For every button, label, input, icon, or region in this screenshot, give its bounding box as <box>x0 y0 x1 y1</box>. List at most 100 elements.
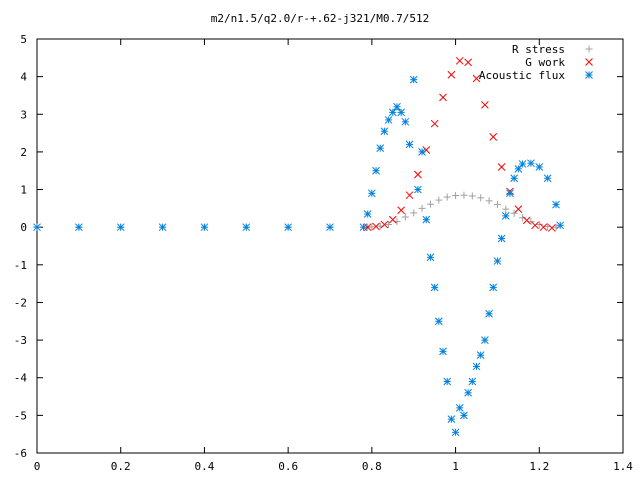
y-tick-label: 5 <box>20 33 27 46</box>
data-point <box>539 223 548 232</box>
marker-stroke <box>510 174 519 183</box>
marker-stroke <box>422 215 431 224</box>
data-point <box>485 309 493 318</box>
data-point <box>200 223 209 232</box>
marker-stroke <box>388 215 397 224</box>
data-point <box>380 127 389 136</box>
x-tick-label: 0.4 <box>194 460 214 473</box>
marker-stroke <box>434 317 443 326</box>
data-point <box>359 223 368 232</box>
marker-stroke <box>493 257 502 265</box>
legend-label: R stress <box>512 43 565 56</box>
marker-stroke <box>485 309 493 318</box>
marker-stroke <box>439 347 447 356</box>
marker-stroke <box>33 223 41 232</box>
marker-stroke <box>539 223 548 232</box>
data-point <box>452 192 460 200</box>
data-point <box>535 163 544 171</box>
data-point <box>481 101 489 109</box>
data-point <box>472 74 481 83</box>
data-point <box>414 185 422 194</box>
data-point <box>481 336 489 344</box>
marker-stroke <box>158 223 167 232</box>
marker-stroke <box>481 336 489 344</box>
marker-stroke <box>447 70 456 79</box>
data-point <box>519 214 527 222</box>
plot-frame <box>36 38 624 454</box>
data-point <box>418 204 426 212</box>
data-point <box>439 347 447 356</box>
data-point <box>33 223 41 232</box>
legend-marker <box>585 71 593 79</box>
marker-stroke <box>506 189 514 198</box>
marker-stroke <box>405 140 414 149</box>
marker-stroke <box>552 200 560 209</box>
series <box>33 56 565 437</box>
marker-stroke <box>388 108 397 117</box>
marker-stroke <box>116 223 125 232</box>
data-point <box>376 144 385 152</box>
marker-stroke <box>455 56 464 65</box>
data-point <box>368 223 376 231</box>
data-point <box>451 428 460 437</box>
marker-stroke <box>242 223 251 232</box>
data-point <box>372 166 380 175</box>
data-point <box>393 102 401 111</box>
data-point <box>426 200 434 208</box>
data-point <box>535 221 543 229</box>
data-point <box>527 159 535 168</box>
data-point <box>477 194 485 202</box>
marker-stroke <box>489 133 498 141</box>
data-point <box>363 210 372 218</box>
data-point <box>443 377 452 386</box>
data-point <box>242 223 251 232</box>
data-point <box>397 108 406 117</box>
marker-stroke <box>476 351 485 359</box>
marker-stroke <box>489 283 498 292</box>
data-point <box>385 221 393 229</box>
data-point <box>489 283 498 292</box>
data-point <box>531 221 539 230</box>
x-tick-label: 0 <box>34 460 41 473</box>
data-point <box>455 403 464 412</box>
marker-stroke <box>585 71 593 79</box>
data-point <box>368 189 376 198</box>
marker-stroke <box>75 223 83 232</box>
data-point <box>460 191 468 199</box>
data-point <box>405 191 414 200</box>
marker-stroke <box>522 216 531 225</box>
data-point <box>434 317 443 326</box>
data-point <box>464 58 472 67</box>
data-point <box>485 197 493 205</box>
marker-stroke <box>472 74 481 83</box>
data-point <box>502 205 510 213</box>
y-tick-label: 4 <box>20 71 27 84</box>
marker-stroke <box>376 144 385 152</box>
marker-stroke <box>468 377 477 386</box>
marker-stroke <box>535 163 544 171</box>
data-point <box>430 119 439 128</box>
data-point <box>522 216 531 225</box>
marker-stroke <box>518 160 527 168</box>
data-point <box>414 170 422 179</box>
marker-stroke <box>430 283 439 292</box>
marker-stroke <box>501 212 510 220</box>
data-point <box>510 209 518 217</box>
series-2 <box>33 75 565 437</box>
data-point <box>468 192 476 200</box>
marker-stroke <box>380 220 389 229</box>
y-tick-label: 2 <box>20 146 27 159</box>
marker-stroke <box>372 166 380 175</box>
data-point <box>284 223 292 232</box>
legend-label: Acoustic flux <box>479 69 565 82</box>
y-tick-label: -6 <box>14 447 27 460</box>
data-point <box>75 223 83 232</box>
data-point <box>409 75 418 84</box>
marker-stroke <box>497 234 506 243</box>
data-point <box>447 70 456 79</box>
data-point <box>384 116 393 124</box>
data-point <box>426 253 435 262</box>
marker-stroke <box>397 108 406 117</box>
